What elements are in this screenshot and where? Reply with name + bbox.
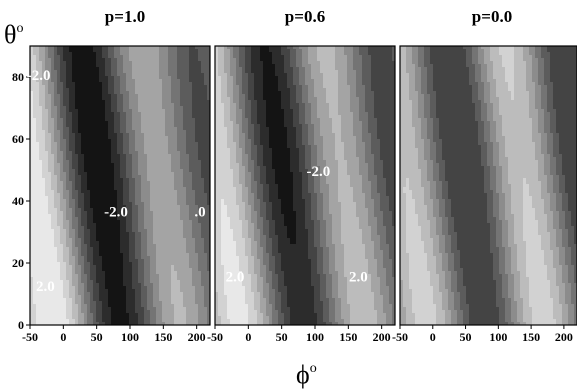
contour-label: 2.0 — [36, 279, 55, 295]
x-tick-label: 100 — [489, 330, 507, 344]
x-axis-label: ϕo — [296, 360, 317, 389]
y-axis-label: θo — [4, 20, 23, 49]
contour-label: .0 — [194, 205, 205, 221]
x-tick-label: 200 — [188, 330, 206, 344]
x-tick-label: -50 — [207, 330, 223, 344]
x-tick-label: 150 — [154, 330, 172, 344]
x-tick-label: 0 — [60, 330, 66, 344]
x-tick-label: 100 — [121, 330, 139, 344]
y-tick-label: 0 — [18, 318, 24, 332]
x-tick-label: 0 — [245, 330, 251, 344]
panel-p06: -50 0 50 100 150 200 -2.0 2.0 2.0 — [207, 46, 396, 344]
x-tick-label: 50 — [276, 330, 288, 344]
contour-label: -2.0 — [27, 68, 51, 84]
x-tick-label: -50 — [392, 330, 408, 344]
y-tick-label: 20 — [12, 256, 24, 270]
contour-label: -2.0 — [104, 205, 128, 221]
x-tick-label: 150 — [522, 330, 540, 344]
x-tick-label: -50 — [22, 330, 38, 344]
contour-label: 2.0 — [226, 270, 245, 286]
contour-field-p0 — [400, 46, 577, 326]
panel-title-p0: p=0.0 — [472, 7, 512, 26]
x-tick-label: 150 — [339, 330, 357, 344]
y-tick-label: 60 — [12, 132, 24, 146]
contour-field-p1 — [30, 46, 211, 326]
x-tick-label: 100 — [306, 330, 324, 344]
x-tick-label: 50 — [91, 330, 103, 344]
y-tick-label: 80 — [12, 70, 24, 84]
x-tick-label: 200 — [373, 330, 391, 344]
panel-p0: -50 0 50 100 150 200 — [392, 46, 577, 344]
panel-title-p1: p=1.0 — [105, 7, 145, 26]
x-axis-degree: o — [310, 361, 317, 376]
contour-label: -2.0 — [306, 164, 330, 180]
x-axis-symbol: ϕ — [296, 360, 310, 389]
x-tick-label: 0 — [430, 330, 436, 344]
x-tick-label: 200 — [555, 330, 573, 344]
y-tick-label: 40 — [12, 194, 24, 208]
contour-label: 2.0 — [349, 270, 368, 286]
panel-title-p06: p=0.6 — [285, 7, 325, 26]
x-tick-label: 50 — [460, 330, 472, 344]
y-axis-symbol: θ — [4, 20, 16, 49]
y-axis-degree: o — [16, 21, 23, 36]
